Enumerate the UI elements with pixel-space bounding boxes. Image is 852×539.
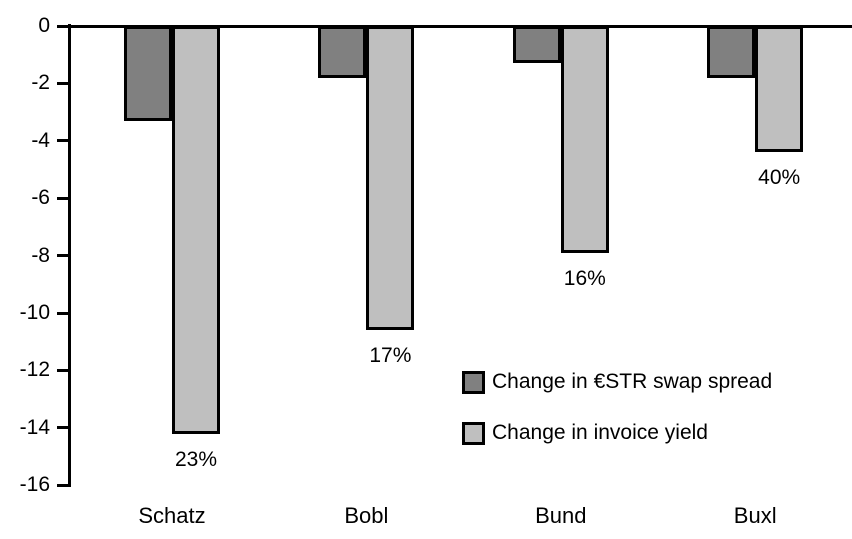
legend-swatch-dark — [462, 370, 485, 394]
y-axis-tick — [57, 196, 71, 200]
y-tick-label: -16 — [19, 473, 50, 497]
y-axis-line — [68, 24, 71, 487]
y-tick-label: -12 — [19, 358, 50, 382]
y-tick-label: -10 — [19, 301, 50, 324]
y-axis-tick — [57, 368, 71, 372]
y-tick-label: -6 — [31, 186, 50, 210]
y-axis-tick — [57, 311, 71, 315]
x-axis-zero-line — [68, 24, 852, 28]
legend: Change in €STR swap spread Change in inv… — [462, 370, 772, 472]
category-label: Schatz — [138, 503, 206, 528]
bar-bobl-yield — [366, 26, 415, 331]
data-label: 23% — [174, 447, 218, 471]
category-label: Buxl — [733, 503, 777, 528]
bar-buxl-spread — [707, 26, 756, 78]
bar-schatz-spread — [124, 26, 172, 121]
y-axis-tick — [57, 24, 71, 28]
legend-label: Change in €STR swap spread — [492, 370, 773, 393]
y-axis-tick — [57, 483, 71, 487]
y-tick-label: 0 — [38, 14, 50, 37]
legend-item-swap-spread: Change in €STR swap spread — [462, 370, 772, 394]
bar-schatz-yield — [172, 26, 220, 434]
y-axis-tick — [57, 426, 71, 430]
y-axis-tick — [57, 81, 71, 85]
data-label: 16% — [563, 266, 606, 290]
category-label: Bund — [535, 503, 587, 528]
bar-bund-spread — [512, 26, 561, 64]
legend-item-invoice-yield: Change in invoice yield — [462, 421, 772, 445]
bar-bund-yield — [560, 26, 609, 253]
y-tick-label: -8 — [31, 243, 50, 267]
y-tick-label: -4 — [31, 128, 50, 152]
legend-label: Change in invoice yield — [492, 421, 708, 444]
bar-bobl-spread — [318, 26, 367, 78]
bar-buxl-yield — [755, 26, 804, 153]
category-label: Bobl — [344, 503, 389, 528]
data-label: 17% — [369, 344, 412, 368]
y-axis-tick — [57, 254, 71, 258]
data-label: 40% — [758, 166, 801, 190]
y-axis-tick — [57, 139, 71, 143]
y-tick-label: -14 — [19, 415, 50, 439]
legend-swatch-light — [462, 421, 485, 445]
y-tick-label: -2 — [31, 71, 50, 95]
